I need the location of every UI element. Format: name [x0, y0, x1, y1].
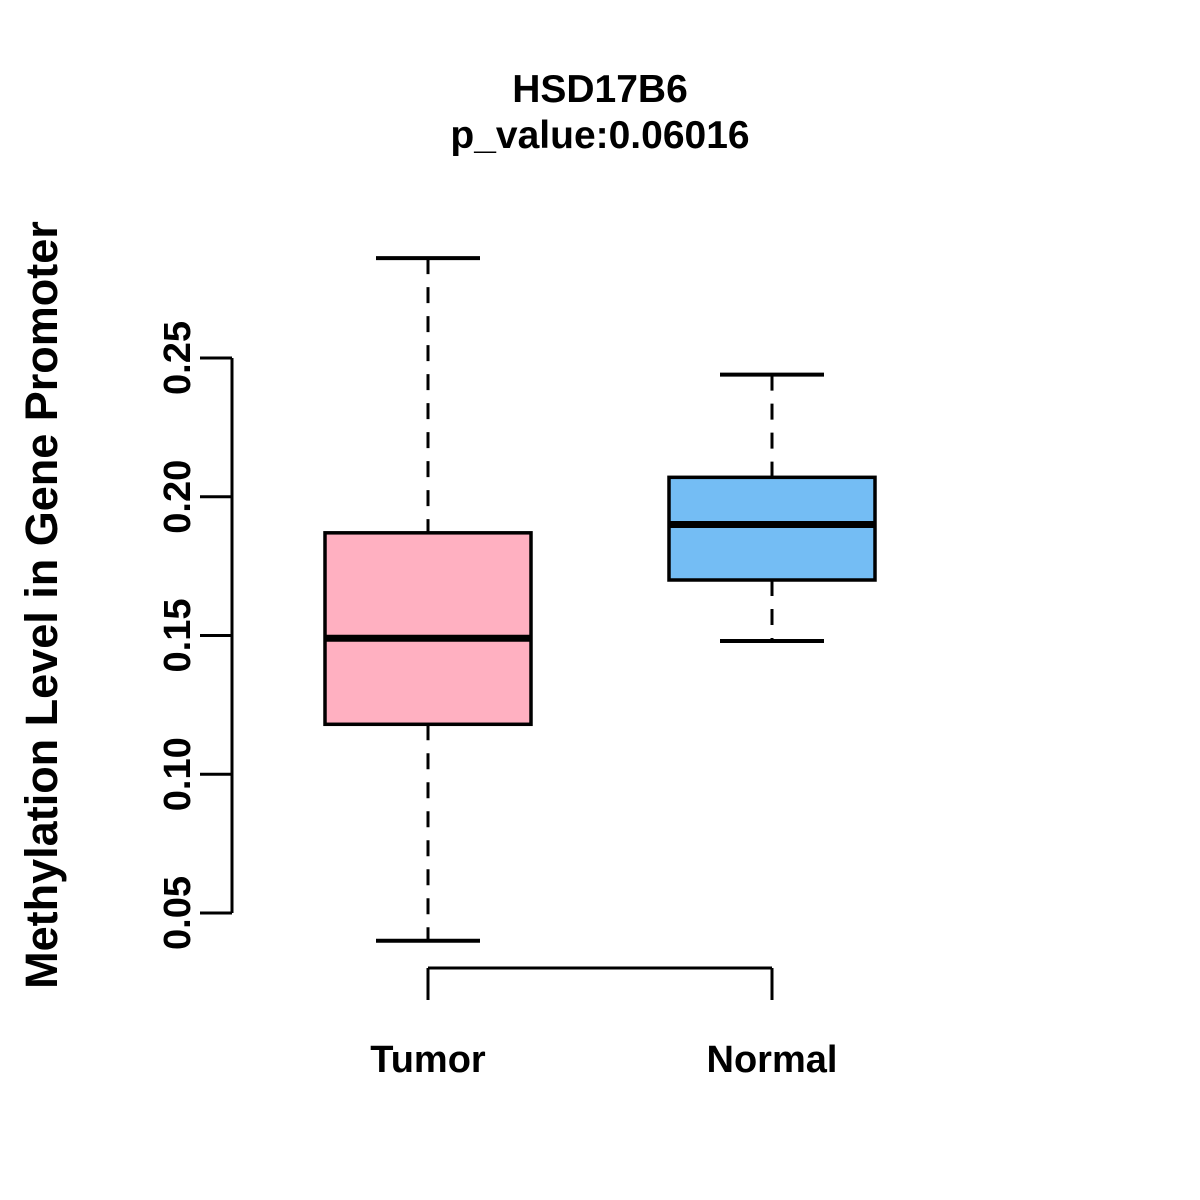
y-axis-tick-label: 0.10 [157, 737, 199, 811]
tumor-box [323, 531, 533, 727]
category-label-normal: Normal [707, 1039, 838, 1081]
chart-title: HSD17B6 [512, 68, 688, 111]
y-axis-tick-label: 0.20 [157, 460, 199, 534]
normal-box [667, 475, 877, 582]
category-label-tumor: Tumor [370, 1039, 486, 1081]
x-axis: Tumor Normal [370, 966, 838, 1081]
y-axis-tick-label: 0.25 [157, 321, 199, 395]
boxplot-series [323, 256, 877, 943]
y-axis-tick-label: 0.05 [157, 876, 199, 950]
y-axis: 0.05 0.10 0.15 0.20 0.25 [157, 321, 234, 950]
chart-subtitle: p_value:0.06016 [450, 114, 750, 157]
y-axis-tick-label: 0.15 [157, 599, 199, 673]
